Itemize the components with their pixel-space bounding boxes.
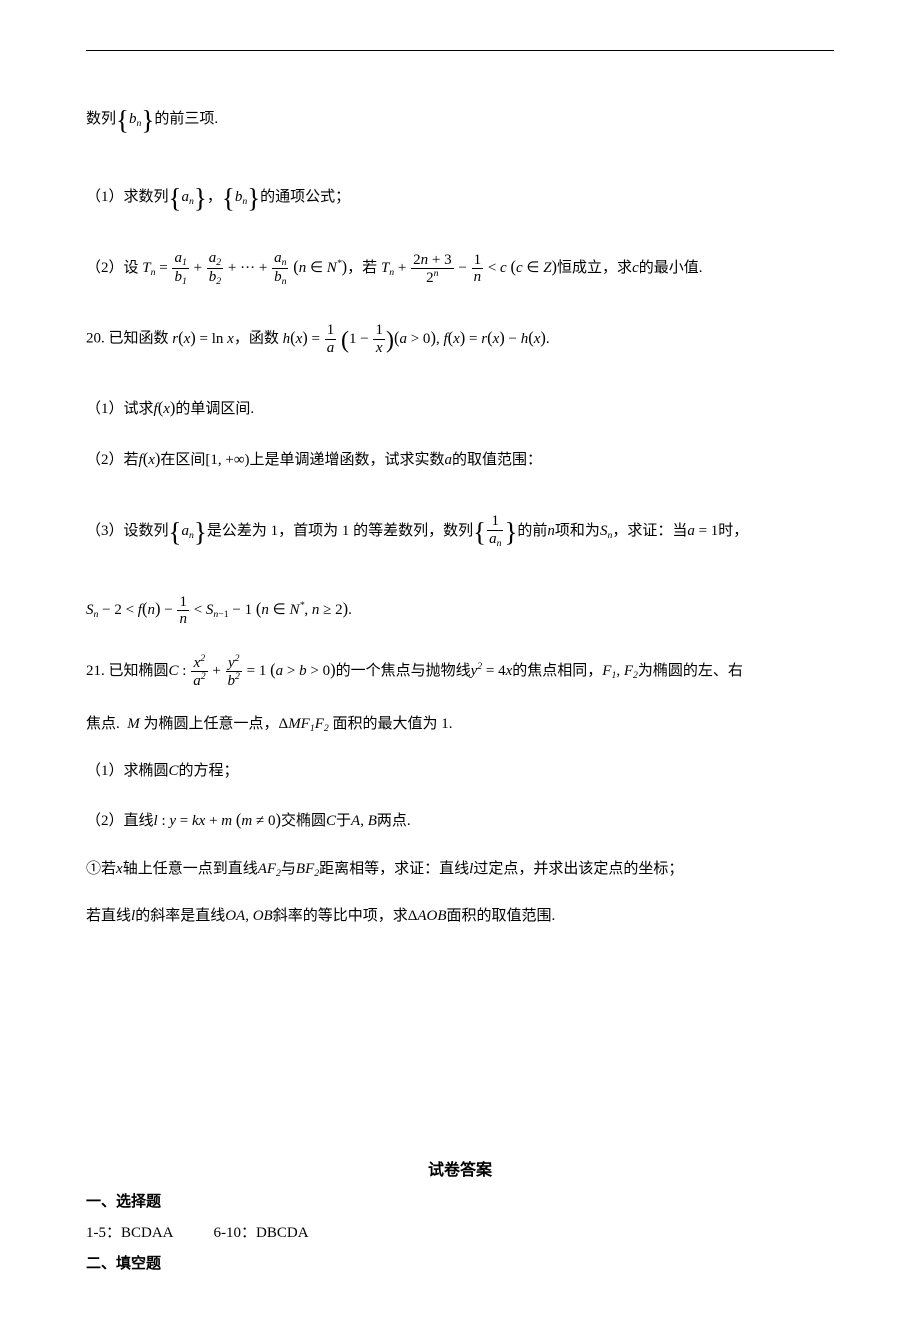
q21-mid3: 为椭圆的左、右 xyxy=(638,663,743,679)
answers-line1-label: 1-5： xyxy=(86,1225,121,1241)
q-part1-comma: ， xyxy=(207,189,222,205)
q21-s2: 若直线l的斜率是直线OA, OB斜率的等比中项，求ΔAOB面积的取值范围. xyxy=(86,897,834,936)
q21-head: 21. 已知椭圆C : x2a2 + y2b2 = 1 (a > b > 0)的… xyxy=(86,644,834,697)
answers-sec2: 二、填空题 xyxy=(86,1252,834,1273)
q-part2-tail: 恒成立，求 xyxy=(557,260,632,276)
q21-mid2: 的焦点相同， xyxy=(512,663,602,679)
q20-comma: ，函数 xyxy=(234,331,279,347)
q21-label: 21. 已知椭圆 xyxy=(86,663,169,679)
q21-line2a: 焦点. xyxy=(86,716,120,732)
answers-line1-vals: BCDAA xyxy=(121,1225,174,1241)
q21-p2: （2）直线l : y = kx + m (m ≠ 0)交椭圆C于A, B两点. xyxy=(86,799,834,842)
q21-s2d: 面积的取值范围. xyxy=(447,908,556,924)
q21-s1a: ①若 xyxy=(86,861,116,877)
q20-p3-ineq: Sn − 2 < f(n) − 1n < Sn−1 − 1 (n ∈ N*, n… xyxy=(86,583,834,636)
q-part2-tail2: 的最小值. xyxy=(639,260,703,276)
q20-p3-tail: 时， xyxy=(718,523,748,539)
q21-p2-label: （2）直线 xyxy=(86,813,154,829)
q21-p2-tail: 两点. xyxy=(377,813,411,829)
q-part1-label: （1）求数列 xyxy=(86,189,169,205)
q-part1-tail: 的通项公式； xyxy=(260,189,350,205)
top-rule xyxy=(86,50,834,51)
q-part1: （1）求数列{an}，{bn}的通项公式； xyxy=(86,163,834,233)
intro-text-after: 的前三项. xyxy=(154,111,218,127)
answers-line1: 1-5：BCDAA 6-10：DBCDA xyxy=(86,1221,834,1242)
q20-label: 20. 已知函数 xyxy=(86,331,169,347)
q20-p3-mid3: 项和为 xyxy=(555,523,600,539)
q21-s1c: 与 xyxy=(281,861,296,877)
q20-p2-tail: 的取值范围： xyxy=(452,452,542,468)
q21-p2-mid2: 于 xyxy=(336,813,351,829)
q21-s2c: 斜率的等比中项，求 xyxy=(273,908,408,924)
q20-p2-label: （2）若 xyxy=(86,452,139,468)
document-page: 数列{bn}的前三项. （1）求数列{an}，{bn}的通项公式； （2）设 T… xyxy=(0,0,920,1343)
q-part2-if: ，若 xyxy=(347,260,377,276)
q21-p2-mid: 交椭圆 xyxy=(281,813,326,829)
q-part2: （2）设 Tn = a1b1 + a2b2 + ··· + anbn (n ∈ … xyxy=(86,241,834,294)
q20-p2: （2）若f(x)在区间[1, +∞)上是单调递增函数，试求实数a的取值范围： xyxy=(86,438,834,481)
answers-sec1: 一、选择题 xyxy=(86,1190,834,1211)
q21-s1: ①若x轴上任意一点到直线AF2与BF2距离相等，求证：直线l过定点，并求出该定点… xyxy=(86,850,834,889)
q21-s1b: 轴上任意一点到直线 xyxy=(123,861,258,877)
q20-head: 20. 已知函数 r(x) = ln x，函数 h(x) = 1a (1 − 1… xyxy=(86,302,834,379)
q20-p3-mid: 是公差为 1，首项为 1 的等差数列，数列 xyxy=(207,523,473,539)
q20-p3-label: （3）设数列 xyxy=(86,523,169,539)
q20-p1: （1）试求f(x)的单调区间. xyxy=(86,387,834,430)
q20-p3-mid2: 的前 xyxy=(517,523,547,539)
q20-p1-label: （1）试求 xyxy=(86,401,154,417)
q-part2-label: （2）设 xyxy=(86,260,139,276)
q21-line2b: 为椭圆上任意一点， xyxy=(144,716,279,732)
q21-s1d: 距离相等，求证：直线 xyxy=(319,861,469,877)
q21-line2c: 面积的最大值为 1. xyxy=(333,716,453,732)
q20-p2-mid2: 上是单调递增函数，试求实数 xyxy=(250,452,445,468)
answers-line2-label: 6-10： xyxy=(214,1225,257,1241)
q21-line2: 焦点. M 为椭圆上任意一点，ΔMF1F2 面积的最大值为 1. xyxy=(86,705,834,744)
q21-p1-label: （1）求椭圆 xyxy=(86,763,169,779)
q21-s2a: 若直线 xyxy=(86,908,131,924)
q21-p1: （1）求椭圆C的方程； xyxy=(86,752,834,791)
q21-s2b: 的斜率是直线 xyxy=(135,908,225,924)
intro-text-before: 数列 xyxy=(86,111,116,127)
q21-s1e: 过定点，并求出该定点的坐标； xyxy=(473,861,683,877)
q21-p1-tail: 的方程； xyxy=(179,763,239,779)
answers-title: 试卷答案 xyxy=(86,1156,834,1180)
intro-line: 数列{bn}的前三项. xyxy=(86,85,834,155)
q20-p1-tail: 的单调区间. xyxy=(175,401,254,417)
q20-p3: （3）设数列{an}是公差为 1，首项为 1 的等差数列，数列{1an}的前n项… xyxy=(86,489,834,575)
q20-p2-mid: 在区间 xyxy=(160,452,205,468)
q20-p3-mid4: ，求证：当 xyxy=(612,523,687,539)
q21-mid1: 的一个焦点与抛物线 xyxy=(336,663,471,679)
answers-line2-vals: DBCDA xyxy=(256,1225,309,1241)
